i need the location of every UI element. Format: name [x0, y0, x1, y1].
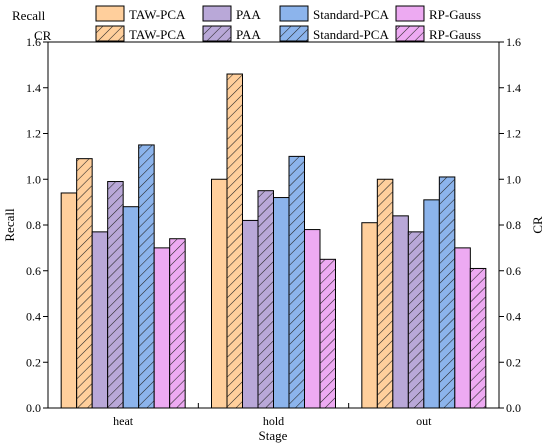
bar-hatch: [107, 181, 124, 408]
bar-hatch: [320, 259, 336, 408]
legend-label: PAA: [236, 27, 261, 42]
y-tick-label-left: 1.0: [26, 172, 41, 186]
plot-area: 0.0 0.0 0.2 0.2 0.4 0.4 0.6 0.6 0.8 0.8 1.0 1.0 1.2 1…: [26, 35, 521, 428]
y-tick-label-right: 1.6: [506, 35, 521, 49]
x-tick-label: out: [416, 414, 432, 428]
y-tick-label-left: 0.2: [26, 355, 41, 369]
x-tick-label: heat: [113, 414, 134, 428]
legend-swatch: [95, 5, 125, 22]
x-tick-label: hold: [263, 414, 284, 428]
legend-label: Standard-PCA: [313, 7, 389, 22]
x-axis-label: Stage: [259, 428, 288, 443]
y-tick-label-left: 1.4: [26, 81, 41, 95]
bar-hatch: [289, 156, 305, 408]
bar-hatch: [76, 158, 93, 408]
legend-swatch: [202, 5, 232, 22]
y-tick-label-left: 0.0: [26, 401, 41, 415]
y-tick-label-right: 1.4: [506, 81, 521, 95]
bar-recall-taw-pca-hold: [211, 178, 228, 409]
legend-label: TAW-PCA: [129, 27, 186, 42]
bar-hatch: [258, 190, 274, 408]
bar-recall-paa-heat: [91, 231, 109, 409]
bar-recall-standard-pca-heat: [122, 206, 140, 409]
legend-row-label-recall: Recall: [12, 8, 46, 23]
bar-recall-standard-pca-hold: [273, 197, 290, 409]
bar-recall-taw-pca-out: [361, 222, 378, 409]
legend-swatch: [395, 5, 425, 22]
y-axis-label-right: CR: [530, 216, 545, 234]
bar-recall-taw-pca-heat: [60, 192, 78, 409]
y-tick-label-right: 0.2: [506, 355, 521, 369]
y-tick-label-left: 0.8: [26, 218, 41, 232]
legend-label: PAA: [236, 7, 261, 22]
bar-hatch: [439, 176, 455, 408]
y-tick-label-right: 1.0: [506, 172, 521, 186]
bar-recall-rp-gauss-heat: [153, 247, 171, 409]
bar-recall-paa-hold: [242, 219, 259, 409]
bar-hatch: [227, 74, 243, 409]
bar-hatch: [169, 238, 186, 408]
bar-recall-rp-gauss-hold: [304, 229, 321, 409]
y-tick-label-right: 0.8: [506, 218, 521, 232]
legend-swatch-hatch: [280, 26, 308, 41]
y-tick-label-left: 1.6: [26, 35, 41, 49]
bar-hatch: [377, 179, 393, 408]
y-axis-label-left: Recall: [2, 208, 17, 242]
y-tick-label-left: 1.2: [26, 127, 41, 141]
bar-recall-rp-gauss-out: [454, 247, 471, 409]
legend-row-label-cr: CR: [34, 28, 52, 43]
bar-recall-paa-out: [392, 215, 409, 409]
legend-label: RP-Gauss: [429, 7, 481, 22]
bar-hatch: [138, 144, 155, 408]
y-tick-label-right: 1.2: [506, 127, 521, 141]
y-tick-label-left: 0.4: [26, 310, 41, 324]
y-tick-label-right: 0.0: [506, 401, 521, 415]
legend-swatch-hatch: [396, 26, 424, 41]
y-tick-label-left: 0.6: [26, 264, 41, 278]
legend-label: TAW-PCA: [129, 7, 186, 22]
bar-hatch: [470, 268, 486, 408]
bar-hatch: [408, 231, 424, 408]
bar-recall-standard-pca-out: [423, 199, 440, 409]
legend-swatch: [279, 5, 309, 22]
legend-label: Standard-PCA: [313, 27, 389, 42]
y-tick-label-right: 0.6: [506, 264, 521, 278]
legend-label: RP-Gauss: [429, 27, 481, 42]
legend-swatch-hatch: [96, 26, 124, 41]
y-tick-label-right: 0.4: [506, 310, 521, 324]
legend-swatch-hatch: [203, 26, 231, 41]
legend: Recall CR TAW-PCA TAW-PCA PAA PAA Standard-P…: [12, 5, 481, 43]
